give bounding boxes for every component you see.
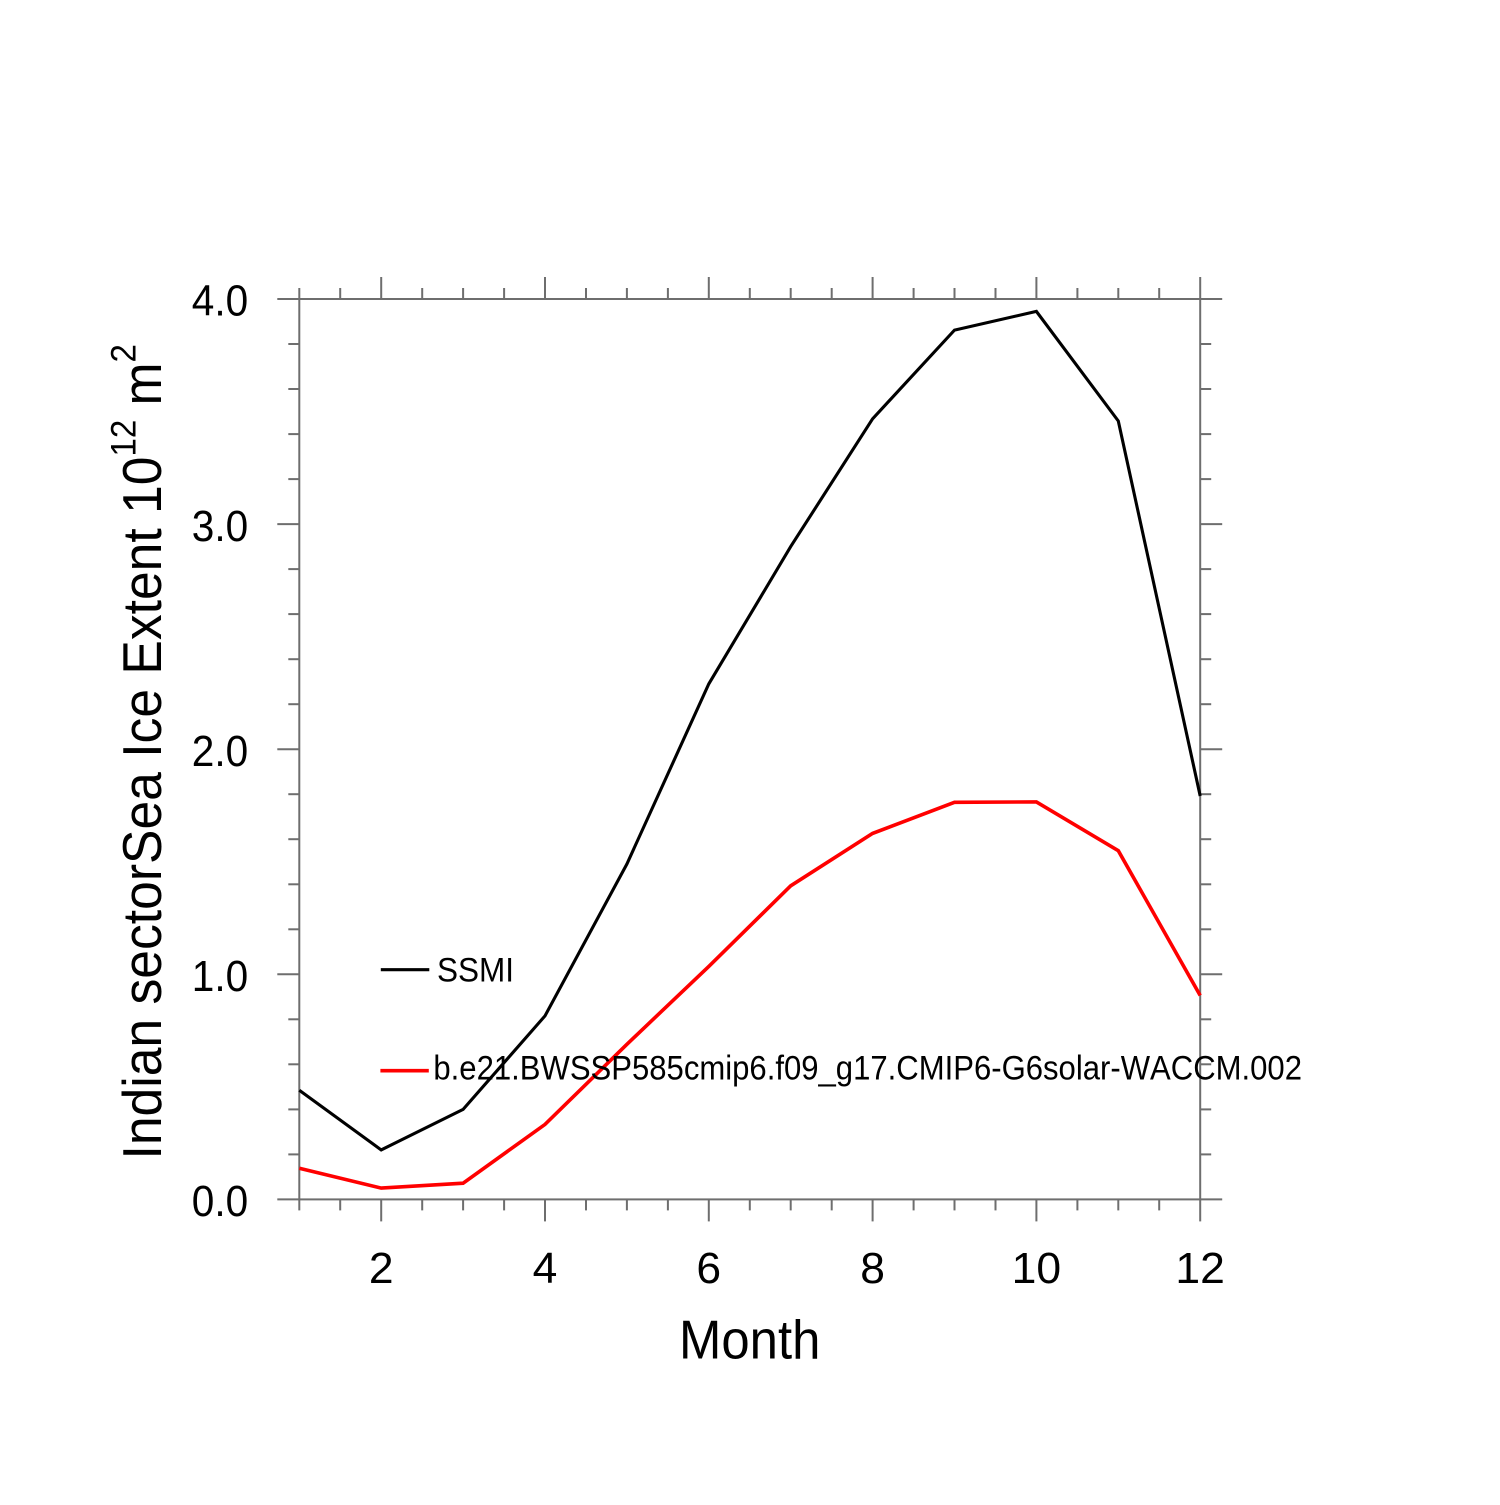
svg-text:10: 10	[1012, 1245, 1062, 1293]
svg-text:2.0: 2.0	[192, 728, 248, 776]
svg-text:4: 4	[533, 1245, 558, 1293]
svg-text:1.0: 1.0	[192, 953, 248, 1001]
svg-text:2: 2	[369, 1245, 394, 1293]
svg-text:4.0: 4.0	[192, 278, 248, 326]
svg-text:3.0: 3.0	[192, 503, 248, 551]
svg-text:12: 12	[1175, 1245, 1225, 1293]
svg-text:b.e21.BWSSP585cmip6.f09_g17.CM: b.e21.BWSSP585cmip6.f09_g17.CMIP6-G6sola…	[433, 1050, 1302, 1088]
svg-text:0.0: 0.0	[192, 1178, 248, 1226]
svg-text:6: 6	[696, 1245, 721, 1293]
svg-text:m: m	[112, 362, 173, 419]
svg-text:2: 2	[105, 344, 144, 362]
svg-text:Month: Month	[679, 1310, 820, 1371]
svg-text:8: 8	[860, 1245, 885, 1293]
svg-text:12: 12	[105, 420, 144, 457]
svg-text:Indian sectorSea Ice Extent 10: Indian sectorSea Ice Extent 10	[112, 457, 173, 1160]
svg-text:SSMI: SSMI	[437, 952, 514, 990]
